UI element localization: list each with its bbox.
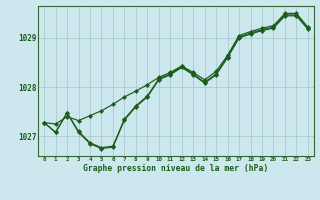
X-axis label: Graphe pression niveau de la mer (hPa): Graphe pression niveau de la mer (hPa) bbox=[84, 164, 268, 173]
